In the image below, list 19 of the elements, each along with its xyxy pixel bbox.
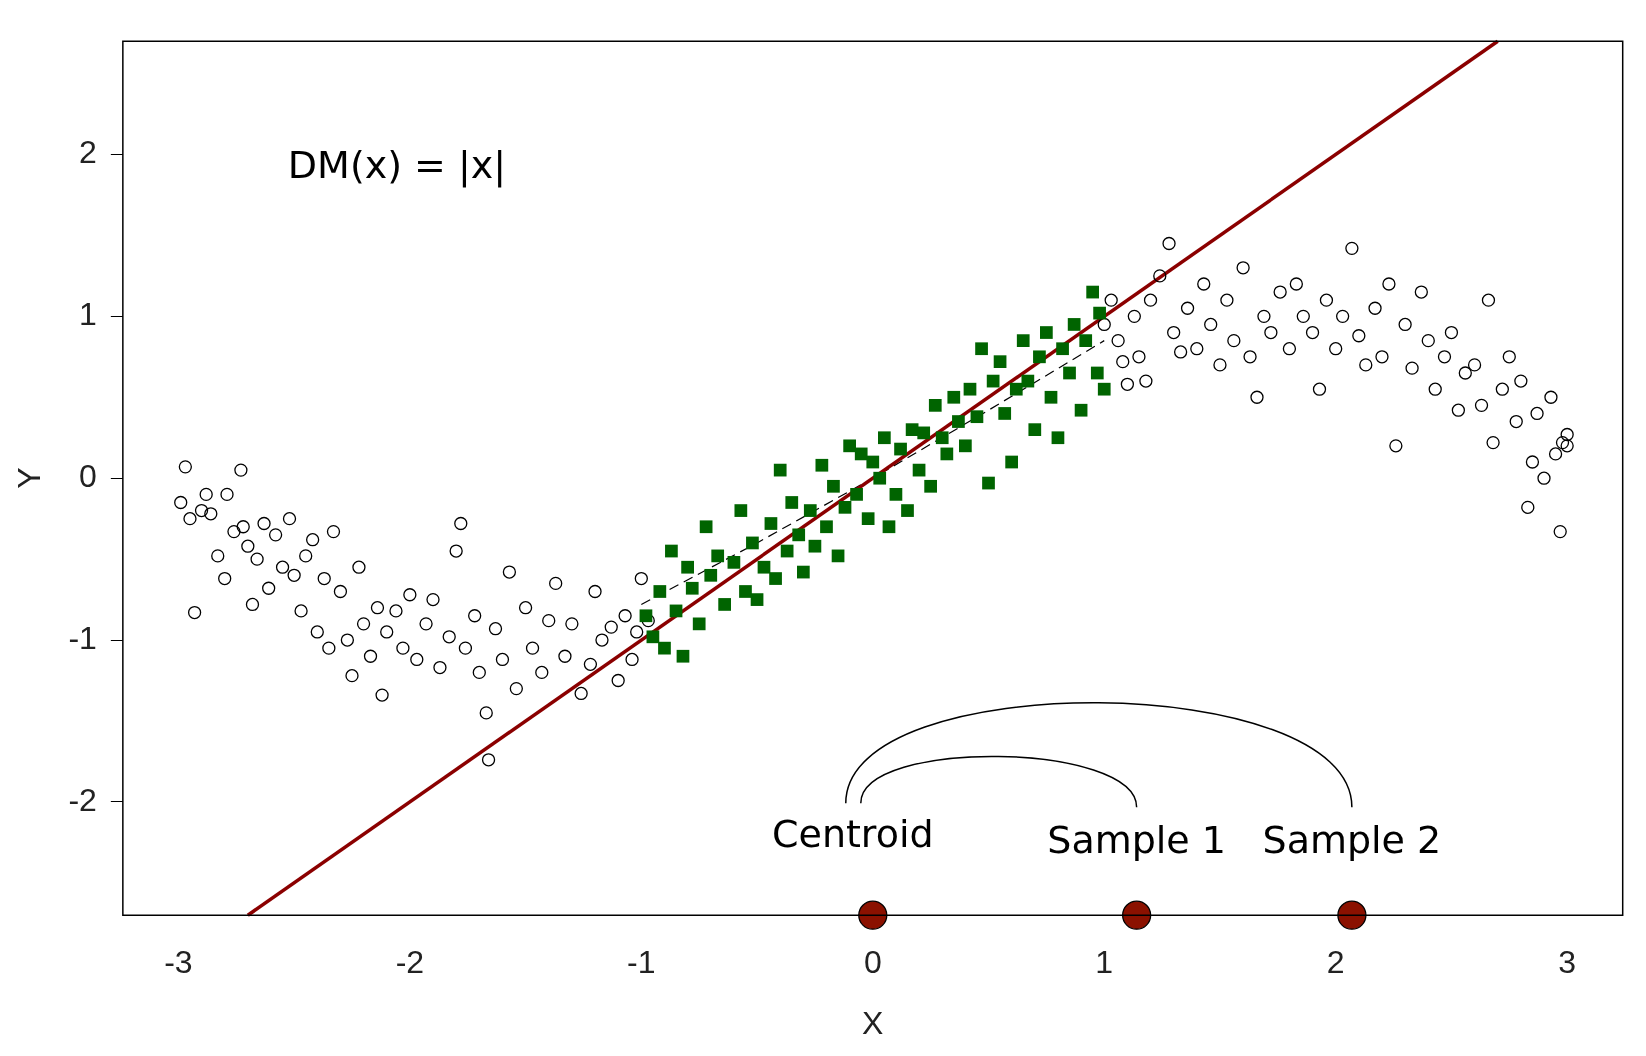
x-axis-title: X — [862, 1004, 884, 1041]
x-tick-label: -3 — [164, 944, 193, 981]
line-series — [640, 340, 1105, 606]
annotation: Sample 1 — [1047, 818, 1227, 863]
annotation: DM(x) = |x| — [287, 142, 507, 188]
x-tick-label: -2 — [395, 944, 425, 981]
y-tick-label: 0 — [79, 458, 97, 495]
x-tick-label: -1 — [627, 944, 656, 981]
y-tick-label: 1 — [79, 296, 97, 333]
y-tick-label: -1 — [68, 619, 97, 656]
x-tick-label: 1 — [1095, 944, 1114, 981]
y-tick-label: -2 — [68, 781, 97, 818]
y-axis-title: Y — [11, 467, 48, 489]
x-tick-label: 2 — [1326, 944, 1345, 981]
y-tick-label: 2 — [79, 134, 97, 171]
x-tick-label: 3 — [1558, 944, 1577, 981]
x-tick-label: 0 — [863, 944, 882, 981]
annotation: Sample 2 — [1262, 818, 1442, 863]
annotation: Centroid — [771, 812, 934, 857]
